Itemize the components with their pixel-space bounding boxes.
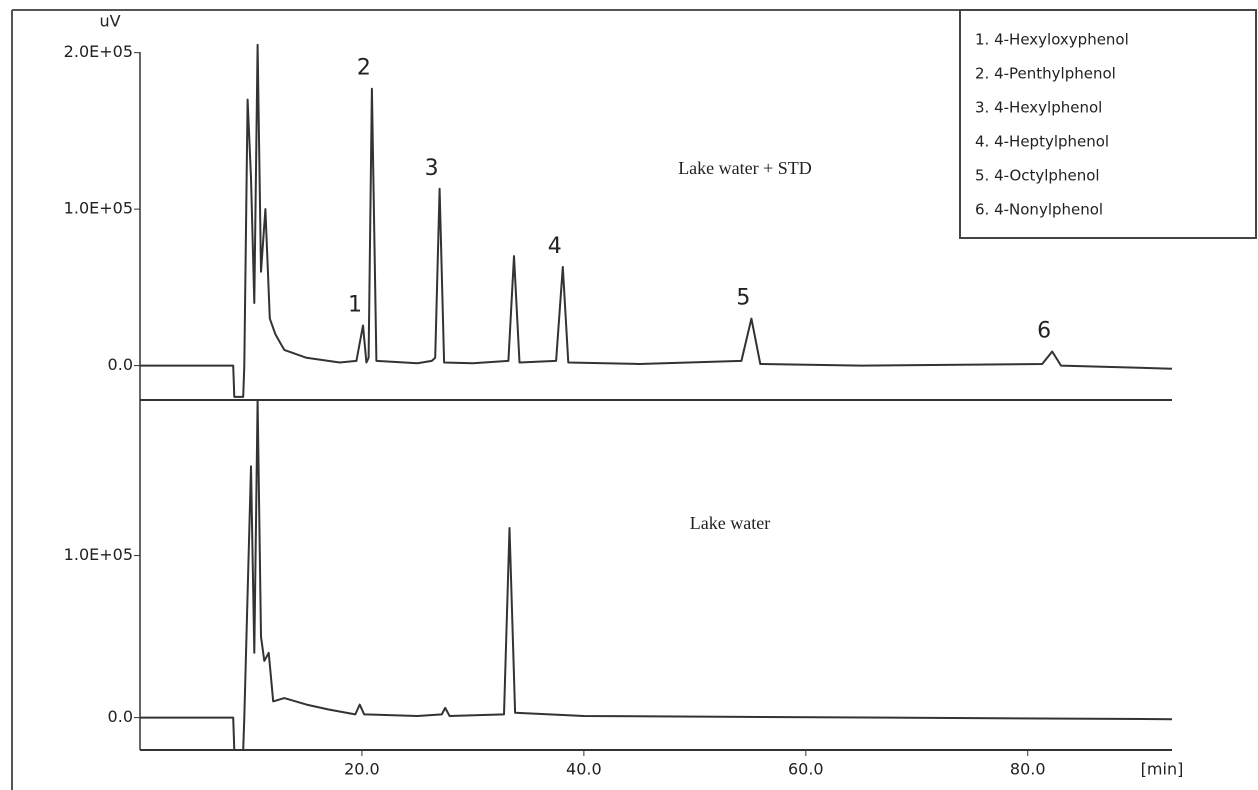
- peak-label: 5: [736, 286, 750, 311]
- legend-box: [959, 9, 1257, 239]
- peak-label: 2: [357, 56, 371, 81]
- legend-entry: 1. 4-Hexyloxyphenol: [975, 31, 1129, 49]
- x-unit: [min]: [1141, 760, 1184, 779]
- x-tick-label: 60.0: [788, 760, 824, 779]
- peak-label: 6: [1037, 319, 1051, 344]
- legend-entry: 4. 4-Heptylphenol: [975, 133, 1109, 151]
- peak-label: 1: [348, 293, 362, 318]
- panel-label: Lake water + STD: [678, 158, 812, 178]
- legend-entry: 2. 4-Penthylphenol: [975, 65, 1116, 83]
- peak-label: 3: [425, 156, 439, 181]
- trace: [140, 43, 1173, 398]
- trace: [140, 399, 1173, 751]
- legend-entry: 5. 4-Octylphenol: [975, 167, 1100, 185]
- y-tick-label: 2.0E+05: [64, 42, 133, 61]
- x-tick-label: 20.0: [344, 760, 380, 779]
- y-tick-label: 1.0E+05: [64, 199, 133, 218]
- legend-entry: 3. 4-Hexylphenol: [975, 99, 1102, 117]
- peak-label: 4: [548, 234, 562, 259]
- y-tick-label: 0.0: [108, 707, 133, 726]
- y-tick-label: 0.0: [108, 355, 133, 374]
- y-unit: uV: [99, 12, 120, 31]
- legend-entry: 6. 4-Nonylphenol: [975, 201, 1103, 219]
- x-tick-label: 40.0: [566, 760, 602, 779]
- panel-label: Lake water: [690, 513, 770, 533]
- y-tick-label: 1.0E+05: [64, 545, 133, 564]
- x-tick-label: 80.0: [1010, 760, 1046, 779]
